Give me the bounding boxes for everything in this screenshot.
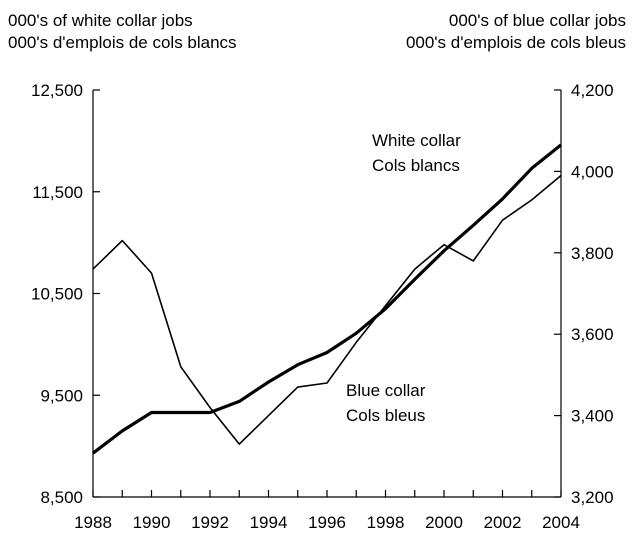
- series-labels: White collar Cols blancs Blue collar Cols b…: [346, 131, 461, 425]
- x-tick-label: 1996: [308, 513, 346, 532]
- left-tick-label: 12,500: [31, 81, 83, 100]
- x-tick-label: 1998: [367, 513, 405, 532]
- right-tick-label: 3,600: [571, 325, 614, 344]
- x-tick-label: 2002: [484, 513, 522, 532]
- left-axis-title-en: 000's of white collar jobs: [8, 11, 193, 30]
- left-tick-label: 11,500: [32, 183, 83, 202]
- right-tick-label: 3,800: [571, 244, 614, 263]
- white-collar-label-line: Cols blancs: [372, 156, 460, 175]
- white-collar-label-line: White collar: [372, 131, 461, 150]
- right-axis-title: 000's of blue collar jobs 000's d'emploi…: [406, 10, 626, 54]
- blue-collar-label-line: Cols bleus: [346, 406, 425, 425]
- x-tick-label: 1992: [191, 513, 229, 532]
- x-tick-label: 2000: [425, 513, 463, 532]
- x-tick-label: 1988: [74, 513, 112, 532]
- x-tick-label: 1990: [133, 513, 171, 532]
- x-tick-label: 2004: [542, 513, 580, 532]
- right-tick-label: 4,000: [571, 162, 614, 181]
- white-collar-line: [92, 143, 563, 455]
- right-axis-title-en: 000's of blue collar jobs: [448, 11, 626, 30]
- left-tick-label: 9,500: [40, 386, 83, 405]
- right-tick-label: 4,200: [571, 81, 614, 100]
- x-tick-label: 1994: [250, 513, 288, 532]
- left-axis-title-fr: 000's d'emplois de cols blancs: [8, 33, 237, 52]
- left-axis-title: 000's of white collar jobs 000's d'emplo…: [8, 10, 237, 54]
- right-axis-title-fr: 000's d'emplois de cols bleus: [405, 33, 626, 52]
- series-layer: [92, 143, 563, 455]
- left-tick-label: 8,500: [40, 488, 83, 507]
- right-tick-label: 3,400: [571, 407, 614, 426]
- blue-collar-line: [92, 174, 562, 445]
- blue-collar-label-line: Blue collar: [346, 381, 426, 400]
- right-tick-label: 3,200: [571, 488, 614, 507]
- left-tick-label: 10,500: [31, 285, 83, 304]
- axes: 12,500 11,500 10,500 9,500 8,500 4,200 4,000 3,…: [31, 81, 614, 532]
